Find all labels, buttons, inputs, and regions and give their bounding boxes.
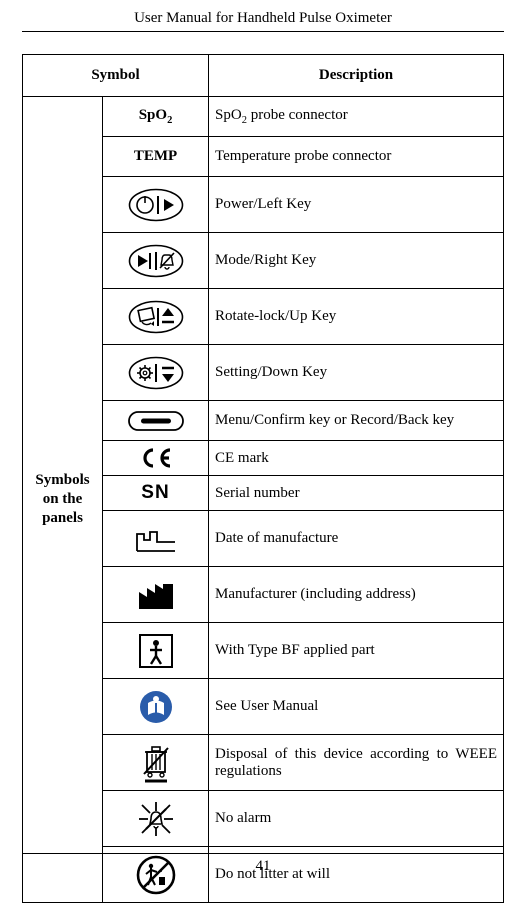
manufacturer-icon <box>109 578 202 612</box>
symbol-cell <box>103 177 209 233</box>
row-group-label: Symbolson thepanels <box>23 97 103 903</box>
description-cell: Power/Left Key <box>209 177 504 233</box>
symbol-cell: SN <box>103 476 209 511</box>
symbol-cell <box>103 289 209 345</box>
symbol-text: SpO2 <box>139 107 173 123</box>
col-header-symbol: Symbol <box>23 55 209 97</box>
symbol-cell <box>103 233 209 289</box>
symbol-cell <box>103 441 209 476</box>
col-header-description: Description <box>209 55 504 97</box>
no-alarm-icon <box>109 799 202 839</box>
symbols-table: Symbol Description Symbolson thepanelsSp… <box>22 54 504 903</box>
symbol-cell <box>103 623 209 679</box>
symbol-cell <box>103 567 209 623</box>
page-header: User Manual for Handheld Pulse Oximeter <box>22 10 504 32</box>
description-cell: No alarm <box>209 791 504 847</box>
menu-confirm-icon <box>109 410 202 432</box>
description-cell: Disposal of this device according to WEE… <box>209 735 504 791</box>
symbol-cell <box>103 791 209 847</box>
symbol-text: TEMP <box>134 148 177 164</box>
table-row: Symbolson thepanelsSpO2SpO2 probe connec… <box>23 97 504 137</box>
symbol-cell: SpO2 <box>103 97 209 137</box>
mode-right-icon <box>109 244 202 278</box>
description-cell: Rotate-lock/Up Key <box>209 289 504 345</box>
symbol-cell <box>103 401 209 441</box>
power-left-icon <box>109 188 202 222</box>
symbol-cell <box>103 679 209 735</box>
description-cell: Manufacturer (including address) <box>209 567 504 623</box>
ce-mark-icon <box>109 447 202 469</box>
description-cell: Serial number <box>209 476 504 511</box>
page-footer: 41 <box>22 853 504 875</box>
page-number: 41 <box>256 858 271 874</box>
date-manufacture-icon <box>109 524 202 554</box>
symbol-cell: TEMP <box>103 137 209 177</box>
description-cell: Temperature probe connector <box>209 137 504 177</box>
description-cell: With Type BF applied part <box>209 623 504 679</box>
weee-icon <box>109 742 202 784</box>
symbol-cell <box>103 511 209 567</box>
rotate-up-icon <box>109 300 202 334</box>
symbol-cell <box>103 345 209 401</box>
type-bf-icon <box>109 633 202 669</box>
page: User Manual for Handheld Pulse Oximeter … <box>0 0 526 889</box>
description-cell: Menu/Confirm key or Record/Back key <box>209 401 504 441</box>
description-cell: Mode/Right Key <box>209 233 504 289</box>
see-manual-icon <box>109 689 202 725</box>
symbol-cell <box>103 735 209 791</box>
table-header-row: Symbol Description <box>23 55 504 97</box>
symbol-text: SN <box>141 482 169 503</box>
description-cell: CE mark <box>209 441 504 476</box>
description-cell: See User Manual <box>209 679 504 735</box>
description-cell: Setting/Down Key <box>209 345 504 401</box>
setting-down-icon <box>109 356 202 390</box>
description-cell: Date of manufacture <box>209 511 504 567</box>
description-cell: SpO2 probe connector <box>209 97 504 137</box>
